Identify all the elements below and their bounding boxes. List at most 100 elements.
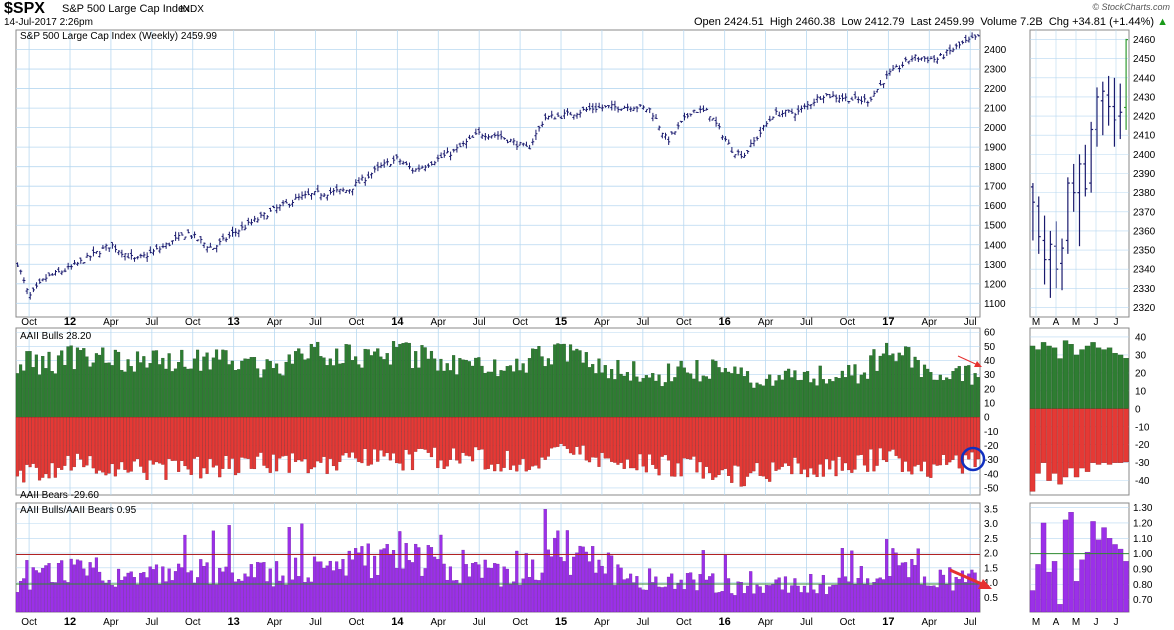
ratio-bar [199, 559, 203, 613]
bears-bar [809, 417, 813, 469]
ratio-bar [701, 550, 705, 613]
price-bar [328, 187, 332, 195]
bears-bar [154, 417, 159, 463]
bears-bar [824, 417, 829, 460]
ratio-bar [426, 545, 430, 613]
bears-bar [404, 417, 408, 450]
ratio-bar [284, 584, 288, 613]
x-tick-label: Apr [267, 617, 283, 628]
bears-bar [233, 417, 238, 476]
ratio-bar [951, 590, 955, 613]
bears-bar [913, 417, 917, 467]
bulls-bar [208, 369, 212, 418]
open-value: 2424.51 [723, 16, 764, 28]
ratio-bar [357, 552, 361, 613]
bears-bar [423, 417, 427, 450]
x-tick-label: J [1114, 317, 1119, 328]
zoom-bulls-bar [1117, 354, 1124, 409]
bears-bar [559, 417, 563, 444]
bears-bar [546, 417, 550, 457]
bears-bar [429, 417, 434, 458]
bulls-bar [388, 364, 392, 418]
ratio-bar [47, 563, 51, 613]
bears-bar [761, 417, 765, 477]
price-bar [461, 140, 465, 147]
ratio-bar [145, 577, 149, 613]
y-tick-label: 2440 [1133, 73, 1156, 84]
bulls-bar [161, 357, 165, 418]
y-tick-label: 2.0 [984, 549, 998, 560]
ratio-bar [758, 586, 762, 613]
ratio-bar [499, 586, 503, 613]
bears-bar [755, 417, 759, 464]
bears-bar [385, 417, 389, 454]
price-bar [303, 190, 307, 199]
ratio-bar [401, 568, 405, 613]
bulls-bar [812, 378, 816, 418]
price-bar [246, 217, 250, 226]
ratio-bar [120, 579, 124, 613]
price-bar [638, 104, 642, 108]
bears-bar [211, 417, 215, 468]
bears-bar [218, 417, 222, 478]
price-bar [803, 103, 807, 110]
price-bar [866, 100, 870, 107]
y-tick-label: 1.0 [984, 578, 998, 589]
bulls-bar [856, 383, 860, 418]
bears-bar [177, 417, 181, 472]
ratio-bar [218, 567, 222, 613]
x-tick-label: Jul [309, 617, 322, 628]
bulls-bar [211, 357, 215, 418]
bears-bar [252, 417, 257, 470]
zoom-bears-bar [1090, 408, 1096, 463]
bears-bar [224, 417, 228, 456]
bulls-bar [597, 358, 601, 418]
bears-bar [50, 417, 54, 464]
ratio-bar [632, 582, 636, 613]
bears-bar [806, 417, 810, 478]
y-tick-label: 1500 [984, 221, 1007, 232]
price-bar [174, 231, 178, 241]
price-bar [610, 100, 614, 111]
price-bar [170, 240, 174, 245]
bears-bar [388, 417, 392, 461]
ratio-bar [94, 557, 99, 613]
bulls-bar [196, 349, 200, 418]
bears-bar [872, 417, 876, 472]
x-tick-label: 12 [64, 316, 76, 328]
ratio-bar [325, 565, 329, 613]
ratio-bar [856, 578, 860, 613]
x-tick-label: Apr [103, 617, 119, 628]
y-tick-label: 2320 [1133, 303, 1156, 314]
bulls-bar [866, 378, 870, 418]
bears-bar [249, 417, 253, 469]
bears-bar [322, 417, 326, 457]
zoom-ratio-bar [1040, 522, 1047, 613]
bears-bar [293, 417, 298, 462]
price-bar [376, 161, 380, 172]
ratio-bar [376, 575, 380, 613]
price-bar [442, 150, 446, 158]
ratio-bar [113, 586, 117, 613]
ratio-bar [850, 550, 854, 613]
bears-bar [470, 417, 475, 462]
bears-bar [489, 417, 494, 465]
price-bar [114, 244, 118, 253]
bulls-bar [806, 371, 810, 418]
price-bar [19, 269, 23, 275]
price-bar [692, 109, 696, 114]
bears-bar [828, 417, 832, 470]
bears-bar [376, 417, 380, 462]
price-bar [935, 57, 939, 64]
bulls-bar [938, 374, 942, 418]
zoom-price-bar [1048, 230, 1053, 298]
bulls-bar [167, 353, 171, 418]
bears-bar [382, 417, 386, 457]
bears-bar [821, 417, 825, 477]
bears-bar [452, 417, 456, 449]
bulls-bar [180, 349, 184, 418]
ratio-bar [957, 579, 961, 613]
bulls-bar [104, 362, 108, 418]
y-tick-label: 1300 [984, 260, 1007, 271]
bears-bar [19, 417, 23, 471]
